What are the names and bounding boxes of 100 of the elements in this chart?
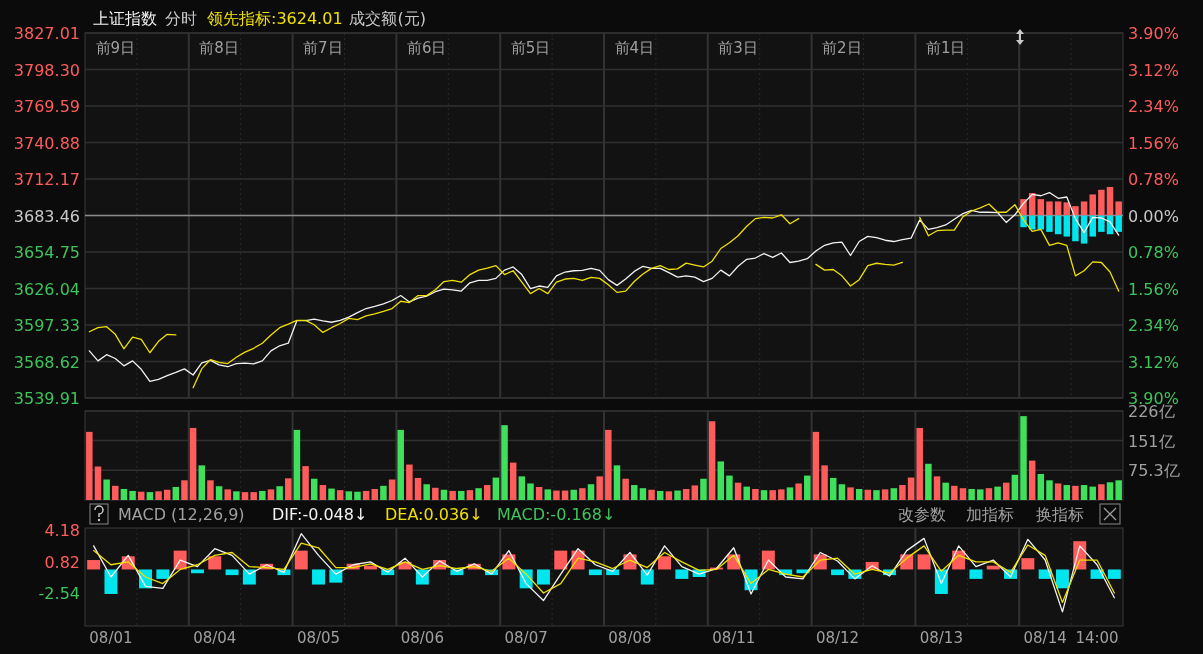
bar <box>207 480 214 500</box>
text: 分时 <box>165 9 197 28</box>
text: 领先指标:3624.01 <box>207 9 343 28</box>
bar <box>985 488 993 500</box>
bar <box>509 462 517 500</box>
bar <box>1115 201 1122 216</box>
bar <box>1002 482 1010 500</box>
bar <box>172 487 180 500</box>
bar <box>345 491 353 500</box>
y2-tick-label: 1.56% <box>1128 279 1179 299</box>
y2-tick-label: 0.00% <box>1128 206 1179 226</box>
bar <box>804 475 811 500</box>
bar <box>189 427 197 500</box>
bar <box>1028 460 1036 500</box>
bar <box>1098 189 1105 216</box>
bar <box>1080 201 1088 216</box>
y-tick-label: 3712.17 <box>13 170 80 189</box>
bar <box>726 475 733 500</box>
bar <box>1063 202 1071 216</box>
y-tick-label: 4.18 <box>44 521 80 541</box>
y-tick-label: -2.54 <box>38 584 80 604</box>
bar <box>968 488 975 500</box>
bar <box>917 554 931 570</box>
bar <box>362 490 370 500</box>
bar <box>1106 482 1114 500</box>
bar <box>432 487 439 500</box>
bar <box>855 488 863 500</box>
bar <box>1054 483 1062 500</box>
bar <box>397 429 404 500</box>
text: 上证指数 <box>93 9 157 28</box>
bar <box>501 425 508 500</box>
x-tick-label: 前2日 <box>822 39 862 57</box>
bar <box>925 463 932 500</box>
bar <box>847 487 854 500</box>
text: DIF:-0.048↓ <box>272 505 368 524</box>
text: DEA:0.036↓ <box>385 505 483 524</box>
bar <box>225 569 239 576</box>
text: MACD (12,26,9) <box>118 505 245 524</box>
bar <box>414 477 422 500</box>
bar <box>94 466 102 500</box>
x-tick-label: 08/08 <box>608 629 652 647</box>
y-tick-label: 3568.62 <box>13 352 80 372</box>
bar <box>1020 416 1027 500</box>
bar <box>544 489 552 500</box>
bar <box>1046 480 1053 500</box>
bar <box>87 560 101 570</box>
bar <box>354 491 361 500</box>
x-tick-label: 前3日 <box>718 39 758 57</box>
y-tick-label: 3740.88 <box>13 133 80 153</box>
bar <box>743 486 750 500</box>
bar <box>198 465 206 500</box>
bar <box>821 465 828 500</box>
x-tick-label: 08/07 <box>504 629 548 647</box>
x-tick-label: 前1日 <box>925 39 966 57</box>
bar <box>312 569 326 585</box>
bar <box>86 431 93 500</box>
bar <box>682 488 690 500</box>
bar <box>380 485 387 500</box>
bar <box>639 488 647 500</box>
bar <box>458 490 465 500</box>
bar <box>994 486 1001 500</box>
bar <box>233 491 240 500</box>
bar <box>224 489 231 500</box>
bar <box>1011 474 1019 500</box>
bar <box>155 491 162 500</box>
bar <box>156 569 170 579</box>
y2-tick-label: 3.12% <box>1128 60 1179 80</box>
y-tick-label: 3827.01 <box>13 24 80 43</box>
bar <box>1089 215 1096 237</box>
y2-tick-label: 3.90% <box>1128 24 1179 43</box>
y2-tick-label: 0.78% <box>1128 170 1179 189</box>
x-tick-label: 前9日 <box>95 39 136 57</box>
y-tick-label: 3539.91 <box>13 389 80 408</box>
x-tick-label: 08/14 <box>1023 629 1067 647</box>
bar <box>554 550 568 570</box>
x-tick-label: 前5日 <box>510 39 551 57</box>
bar <box>492 477 500 500</box>
bar <box>890 488 898 500</box>
bar <box>734 482 742 500</box>
text: MACD:-0.168↓ <box>497 505 616 524</box>
y-tick-label: 3683.46 <box>13 206 80 226</box>
bar <box>691 485 699 500</box>
bar <box>163 489 171 500</box>
y-tick-label: 3798.30 <box>13 60 80 80</box>
bar <box>146 492 154 500</box>
bar <box>259 490 266 500</box>
bar <box>120 488 128 500</box>
bar <box>658 556 672 570</box>
bar <box>622 478 629 500</box>
x-tick-label: 前7日 <box>303 39 343 57</box>
x-tick-label: 前6日 <box>406 39 447 57</box>
bar <box>103 479 110 500</box>
bar <box>250 492 257 500</box>
bar <box>1098 484 1105 500</box>
bar <box>864 489 872 500</box>
bar <box>1055 569 1069 589</box>
bar <box>1107 569 1121 579</box>
bar <box>1037 474 1045 500</box>
bar <box>285 478 292 500</box>
bar <box>267 489 275 500</box>
